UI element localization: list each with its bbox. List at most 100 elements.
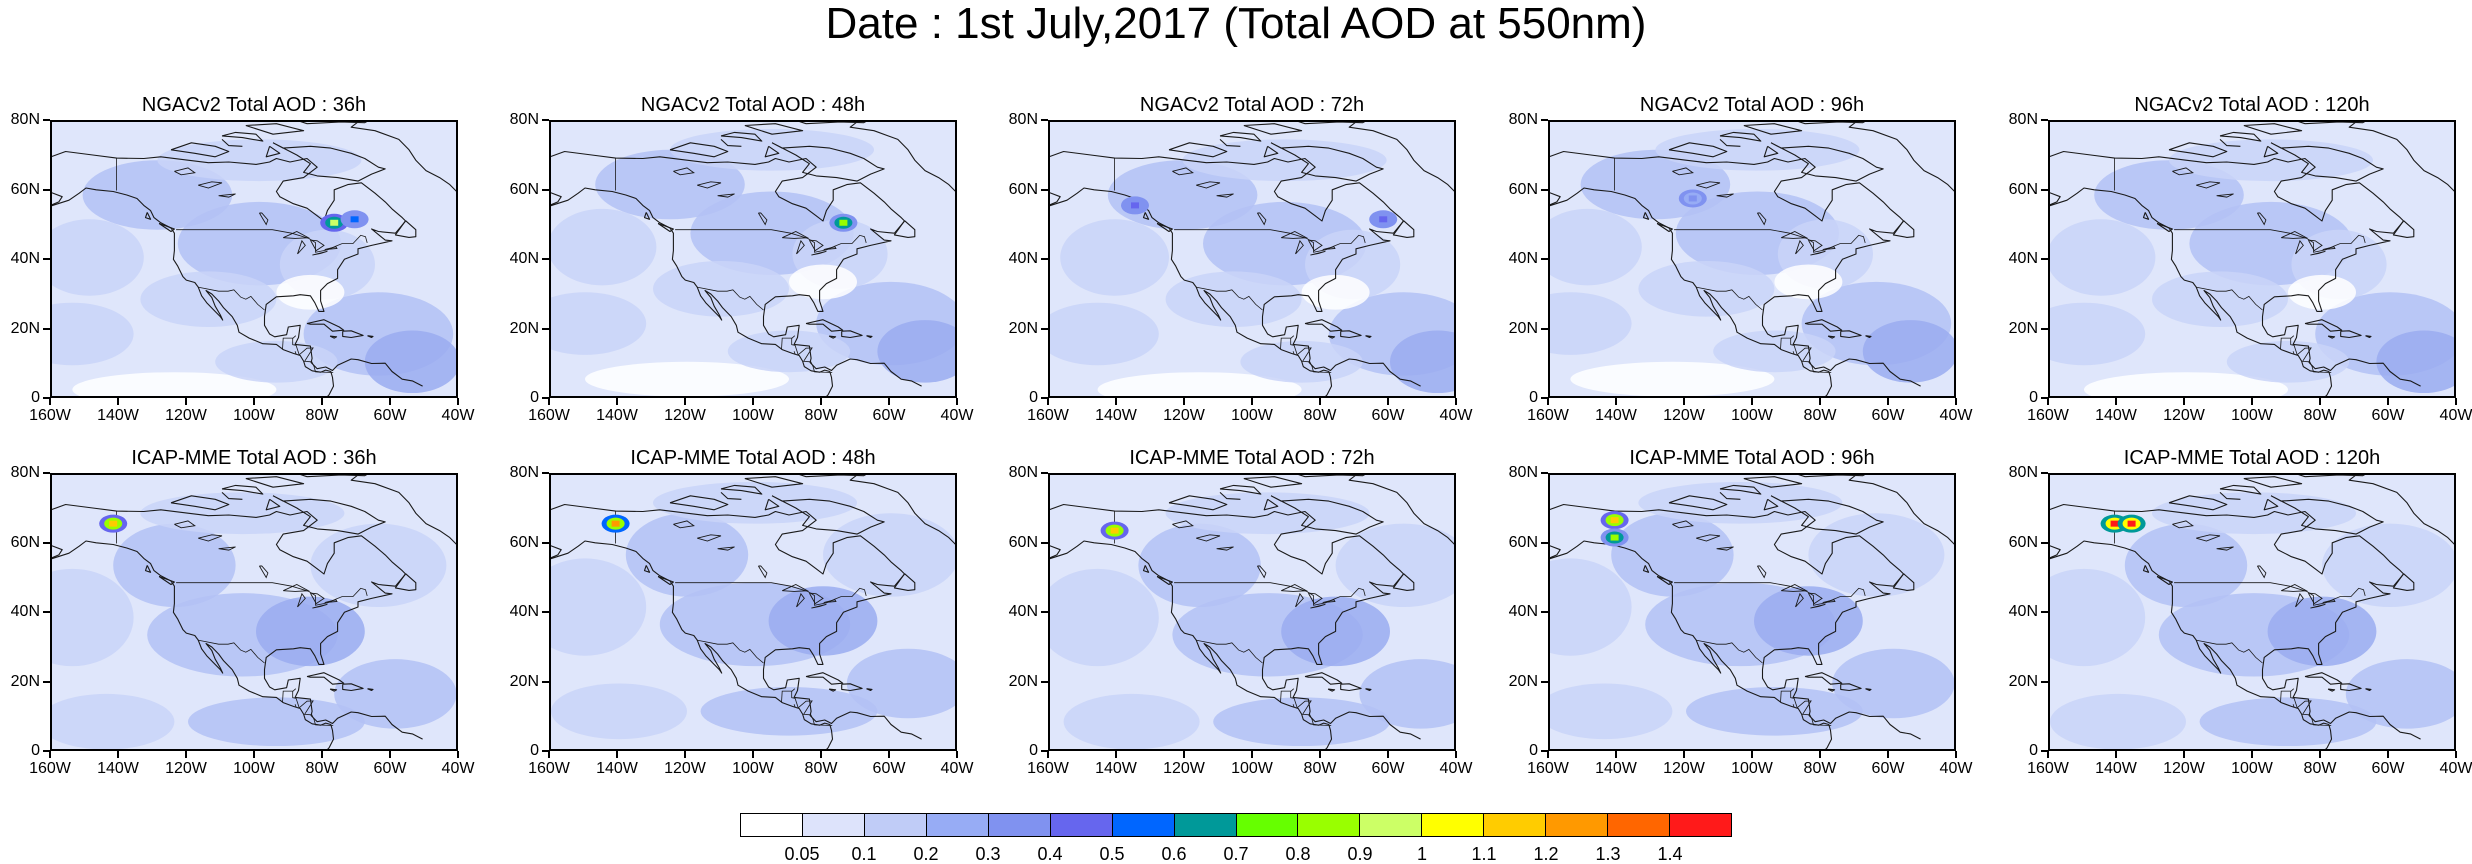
coastline	[1719, 138, 1741, 147]
lat-tick-label: 40N	[2008, 250, 2038, 267]
aod-map	[549, 120, 957, 398]
lake-outline	[297, 239, 306, 255]
aod-field	[52, 568, 134, 667]
panel-title: NGACv2 Total AOD : 96h	[1639, 94, 1865, 116]
lat-tick-mark	[1541, 258, 1548, 260]
lat-tick-mark	[43, 680, 50, 683]
lake-outline	[1757, 565, 1767, 579]
lat-tick-label: 60N	[1008, 180, 1038, 198]
lat-tick-mark	[1041, 188, 1048, 191]
lat-tick-mark	[2041, 750, 2048, 752]
aod-field	[310, 523, 447, 608]
lat-tick-mark	[1041, 472, 1048, 474]
aod-hotspot-core	[1110, 527, 1119, 534]
coastline	[300, 122, 368, 125]
aod-field	[1097, 372, 1302, 396]
coastline	[805, 672, 844, 685]
coastline	[1770, 495, 1884, 535]
lon-tick-label: 60W	[872, 407, 906, 424]
colorbar-swatch	[1360, 814, 1423, 836]
lat-tick-mark	[1041, 397, 1048, 399]
coastline	[2327, 688, 2336, 692]
lon-tick-label: 60W	[373, 760, 407, 777]
lon-tick-label: 80W	[1803, 407, 1837, 424]
lat-tick-mark	[542, 327, 549, 330]
lon-tick-label: 80W	[1303, 760, 1337, 777]
coastline	[2304, 319, 2343, 332]
lat-tick-mark	[43, 611, 50, 613]
coastline	[1050, 150, 1421, 387]
lat-tick-label: 0	[2029, 389, 2038, 406]
lon-tick-mark	[752, 751, 754, 758]
lake-outline	[673, 167, 695, 176]
country-border	[1695, 639, 1763, 664]
aod-field	[1359, 659, 1454, 729]
country-border	[282, 335, 297, 350]
lon-tick-label: 60W	[872, 760, 906, 777]
colorbar-label: 0.6	[1161, 844, 1187, 864]
lat-tick-mark	[1041, 611, 1048, 613]
aod-field	[1686, 686, 1863, 736]
aod-field	[823, 513, 955, 597]
panel-title: NGACv2 Total AOD : 48h	[640, 94, 866, 116]
lat-tick-label: 40N	[1508, 250, 1538, 267]
coastline	[2142, 212, 2150, 220]
lat-tick-label: 60N	[509, 533, 539, 551]
coastline	[1719, 484, 1762, 495]
aod-hotspot-core	[1610, 534, 1619, 541]
lon-tick-mark	[1115, 398, 1117, 405]
coastline	[643, 565, 651, 573]
lat-tick-label: 0	[1529, 742, 1538, 759]
coastline	[265, 498, 281, 511]
country-border	[1674, 229, 1866, 253]
aod-hotspot-core	[1688, 195, 1697, 202]
lat-tick-mark	[542, 541, 549, 544]
coastline	[2050, 540, 2333, 749]
lat-tick-label: 40N	[2008, 603, 2038, 620]
lat-tick-mark	[2041, 397, 2048, 399]
coastline	[1142, 565, 1150, 573]
lon-tick-label: 40W	[1939, 407, 1973, 424]
aod-field	[1390, 330, 1454, 394]
lon-tick-mark	[1455, 398, 1457, 405]
lon-tick-mark	[117, 398, 119, 405]
lake-outline	[809, 239, 824, 252]
coastline	[1219, 138, 1241, 147]
lon-tick-label: 60W	[1371, 760, 1405, 777]
coastline	[2327, 335, 2336, 339]
coastline	[2243, 123, 2303, 135]
coastline	[245, 123, 305, 135]
lat-tick-mark	[2041, 327, 2048, 330]
lon-tick-mark	[253, 751, 255, 758]
coastline	[2392, 220, 2415, 238]
lat-tick-label: 20N	[10, 319, 40, 337]
lat-tick-mark	[1541, 680, 1548, 683]
lon-tick-mark	[1955, 751, 1957, 758]
coastline	[1243, 123, 1303, 135]
lat-tick-mark	[2041, 119, 2048, 121]
lake-outline	[259, 212, 269, 226]
coastline	[1763, 498, 1779, 511]
colorbar-label: 0.1	[851, 844, 877, 864]
colorbar-swatch	[1174, 814, 1237, 836]
coastline	[2168, 495, 2228, 511]
lat-tick-mark	[542, 119, 549, 121]
country-border	[793, 704, 796, 708]
coastline	[866, 688, 873, 692]
country-border	[1280, 688, 1295, 703]
coastline	[1298, 475, 1366, 478]
lat-tick-label: 20N	[1508, 319, 1538, 337]
map-svg	[1550, 122, 1954, 396]
coastline	[342, 683, 364, 692]
lat-tick-label: 80N	[1508, 464, 1538, 481]
aod-field	[2152, 271, 2288, 328]
lon-tick-mark	[117, 751, 119, 758]
lat-tick-label: 20N	[2008, 672, 2038, 690]
lat-tick-mark	[1541, 611, 1548, 613]
country-border	[2292, 351, 2295, 355]
aod-field	[157, 139, 362, 182]
aod-field	[2094, 160, 2244, 230]
lon-tick-mark	[49, 398, 51, 405]
lat-tick-label: 0	[530, 389, 539, 406]
lat-tick-label: 20N	[10, 672, 40, 690]
